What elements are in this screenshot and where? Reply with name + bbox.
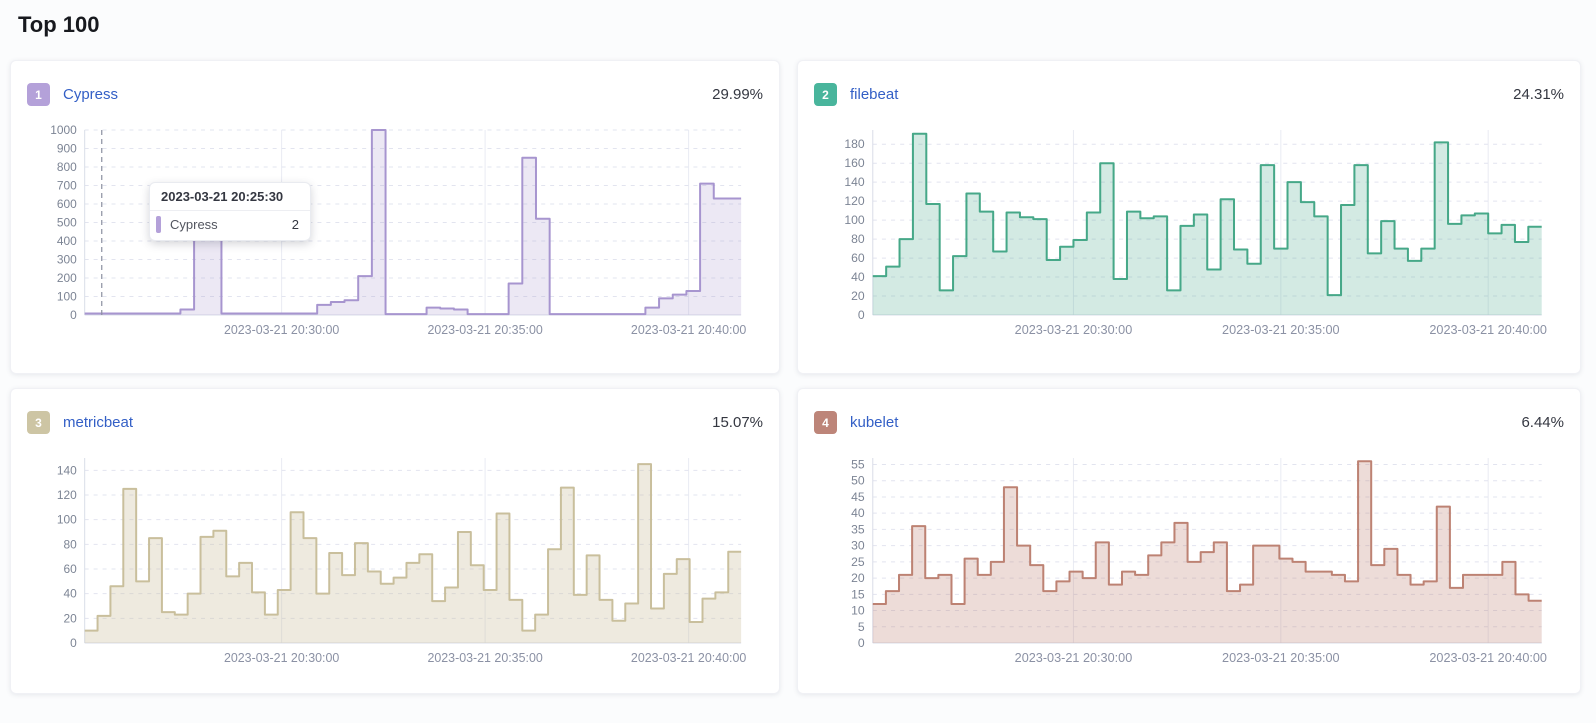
- svg-text:2023-03-21 20:40:00: 2023-03-21 20:40:00: [631, 323, 746, 336]
- series-name-link[interactable]: metricbeat: [63, 414, 134, 431]
- area-chart-kubelet[interactable]: 0 5 10 15 20 25 30 35 40 45 50 55 2023-03-21 20:30:0…: [814, 452, 1564, 664]
- svg-text:2023-03-21 20:35:00: 2023-03-21 20:35:00: [1222, 323, 1340, 336]
- svg-text:80: 80: [851, 232, 865, 246]
- rank-badge: 1: [27, 83, 50, 106]
- svg-text:500: 500: [57, 215, 77, 229]
- svg-text:10: 10: [851, 604, 865, 618]
- svg-text:0: 0: [70, 636, 77, 650]
- svg-text:0: 0: [858, 636, 865, 650]
- panel-kubelet: 4 kubelet 6.44% 0 5 10 15 20 25 30 35 40 45 50 55 20…: [797, 388, 1581, 694]
- share-value: 6.44%: [1521, 414, 1564, 431]
- svg-text:700: 700: [57, 178, 77, 192]
- series-name-link[interactable]: filebeat: [850, 86, 899, 103]
- panel-header: 2 filebeat 24.31%: [814, 75, 1564, 106]
- svg-text:0: 0: [858, 308, 865, 322]
- rank-badge: 4: [814, 411, 837, 434]
- tooltip-series-value: 2: [291, 217, 299, 232]
- panels-grid: 1 Cypress 29.99% 0 100 200 300 400 500 600 700 8…: [0, 60, 1596, 694]
- svg-text:140: 140: [57, 463, 77, 477]
- svg-text:40: 40: [851, 270, 865, 284]
- svg-text:25: 25: [851, 555, 865, 569]
- svg-text:60: 60: [851, 251, 865, 265]
- svg-text:300: 300: [57, 252, 77, 266]
- svg-text:35: 35: [851, 522, 865, 536]
- rank-badge: 3: [27, 411, 50, 434]
- area-chart-cypress[interactable]: 0 100 200 300 400 500 600 700 800 900 1000 2023-03-…: [27, 124, 763, 336]
- svg-text:100: 100: [57, 513, 77, 527]
- svg-text:160: 160: [844, 156, 865, 170]
- share-value: 15.07%: [712, 414, 763, 431]
- tooltip-row: Cypress 2: [150, 211, 310, 240]
- svg-text:2023-03-21 20:35:00: 2023-03-21 20:35:00: [1222, 651, 1340, 664]
- svg-text:1000: 1000: [50, 124, 77, 137]
- svg-text:2023-03-21 20:30:00: 2023-03-21 20:30:00: [224, 323, 339, 336]
- svg-text:80: 80: [63, 537, 77, 551]
- panel-metricbeat: 3 metricbeat 15.07% 0 20 40 60 80 100 120 140 20…: [10, 388, 780, 694]
- tooltip-timestamp: 2023-03-21 20:25:30: [150, 183, 310, 211]
- svg-text:5: 5: [858, 620, 865, 634]
- svg-text:900: 900: [57, 141, 77, 155]
- svg-text:2023-03-21 20:40:00: 2023-03-21 20:40:00: [1429, 651, 1547, 664]
- panel-header: 3 metricbeat 15.07%: [27, 403, 763, 434]
- svg-text:2023-03-21 20:40:00: 2023-03-21 20:40:00: [1429, 323, 1547, 336]
- svg-text:2023-03-21 20:40:00: 2023-03-21 20:40:00: [631, 651, 746, 664]
- svg-text:100: 100: [57, 289, 77, 303]
- svg-text:20: 20: [851, 289, 865, 303]
- svg-text:50: 50: [851, 474, 865, 488]
- svg-text:60: 60: [63, 562, 77, 576]
- panel-filebeat: 2 filebeat 24.31% 0 20 40 60 80 100 120 140 160 1…: [797, 60, 1581, 374]
- svg-text:40: 40: [63, 587, 77, 601]
- svg-text:180: 180: [844, 137, 865, 151]
- svg-text:2023-03-21 20:30:00: 2023-03-21 20:30:00: [224, 651, 339, 664]
- panel-cypress: 1 Cypress 29.99% 0 100 200 300 400 500 600 700 8…: [10, 60, 780, 374]
- svg-text:40: 40: [851, 506, 865, 520]
- svg-text:45: 45: [851, 490, 865, 504]
- svg-text:2023-03-21 20:35:00: 2023-03-21 20:35:00: [427, 323, 542, 336]
- chart-area: 0 20 40 60 80 100 120 140 160 180 2023-03-21 20:30…: [814, 124, 1564, 336]
- svg-text:120: 120: [57, 488, 77, 502]
- svg-text:0: 0: [70, 308, 77, 322]
- share-value: 29.99%: [712, 86, 763, 103]
- svg-text:400: 400: [57, 234, 77, 248]
- chart-area: 0 100 200 300 400 500 600 700 800 900 1000 2023-03-…: [27, 124, 763, 336]
- panel-header: 4 kubelet 6.44%: [814, 403, 1564, 434]
- series-color-swatch: [156, 216, 161, 233]
- rank-badge: 2: [814, 83, 837, 106]
- series-name-link[interactable]: kubelet: [850, 414, 899, 431]
- svg-text:2023-03-21 20:30:00: 2023-03-21 20:30:00: [1015, 651, 1133, 664]
- svg-text:200: 200: [57, 271, 77, 285]
- series-name-link[interactable]: Cypress: [63, 86, 119, 103]
- svg-text:55: 55: [851, 458, 865, 472]
- svg-text:120: 120: [844, 194, 865, 208]
- svg-text:800: 800: [57, 160, 77, 174]
- chart-area: 0 20 40 60 80 100 120 140 2023-03-21 20:30:00 202…: [27, 452, 763, 664]
- svg-text:600: 600: [57, 197, 77, 211]
- svg-text:20: 20: [63, 611, 77, 625]
- chart-area: 0 5 10 15 20 25 30 35 40 45 50 55 2023-03-21 20:30:0…: [814, 452, 1564, 664]
- svg-text:20: 20: [851, 571, 865, 585]
- area-chart-metricbeat[interactable]: 0 20 40 60 80 100 120 140 2023-03-21 20:30:00 202…: [27, 452, 763, 664]
- svg-text:15: 15: [851, 587, 865, 601]
- svg-text:2023-03-21 20:30:00: 2023-03-21 20:30:00: [1015, 323, 1133, 336]
- page-title: Top 100: [18, 12, 100, 37]
- chart-tooltip: 2023-03-21 20:25:30 Cypress 2: [149, 182, 311, 241]
- svg-text:30: 30: [851, 539, 865, 553]
- share-value: 24.31%: [1513, 86, 1564, 103]
- svg-text:2023-03-21 20:35:00: 2023-03-21 20:35:00: [427, 651, 542, 664]
- tooltip-series-label: Cypress: [170, 217, 218, 232]
- panel-header: 1 Cypress 29.99%: [27, 75, 763, 106]
- area-chart-filebeat[interactable]: 0 20 40 60 80 100 120 140 160 180 2023-03-21 20:30…: [814, 124, 1564, 336]
- svg-text:140: 140: [844, 175, 865, 189]
- svg-text:100: 100: [844, 213, 865, 227]
